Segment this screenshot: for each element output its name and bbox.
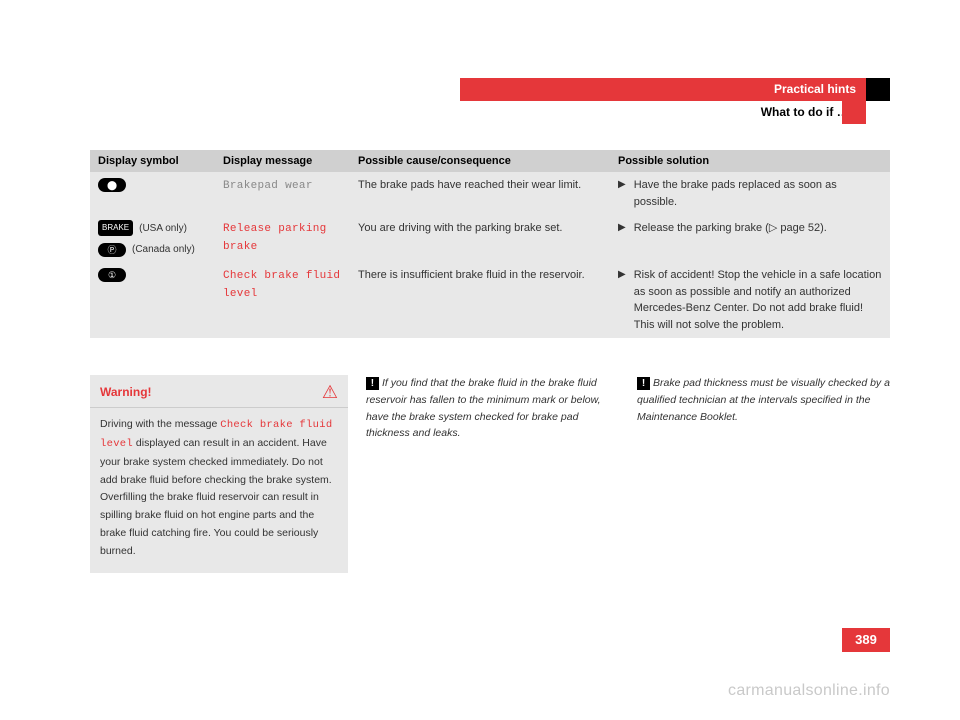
diagnostic-table: Display symbol Display message Possible … (90, 150, 890, 338)
brake-canada-icon: Ⓟ (98, 243, 126, 257)
arrow-icon: ▶ (618, 177, 630, 210)
cause-text: The brake pads have reached their wear l… (350, 172, 610, 215)
cause-text: You are driving with the parking brake s… (350, 215, 610, 262)
warning-box: Warning! ⚠ Driving with the message Chec… (90, 375, 348, 573)
header-title: Practical hints (460, 78, 866, 101)
note-text: If you find that the brake fluid in the … (366, 377, 601, 439)
th-solution: Possible solution (610, 150, 890, 172)
th-cause: Possible cause/consequence (350, 150, 610, 172)
page-number: 389 (842, 628, 890, 652)
table-row: ① Check brake fluid level There is insuf… (90, 262, 890, 338)
brake-usa-icon: BRAKE (98, 220, 133, 236)
brakepad-wear-icon: ⬤ (98, 178, 126, 192)
th-symbol: Display symbol (90, 150, 215, 172)
header-red-square (842, 101, 866, 124)
watermark-text: carmanualsonline.info (728, 682, 890, 700)
brake-fluid-icon: ① (98, 268, 126, 282)
solution-text: Risk of accident! Stop the vehicle in a … (634, 267, 882, 333)
lower-section: Warning! ⚠ Driving with the message Chec… (90, 375, 890, 573)
note-column-1: !If you find that the brake fluid in the… (366, 375, 619, 442)
arrow-icon: ▶ (618, 220, 630, 237)
exclamation-icon: ! (637, 377, 650, 390)
main-table-wrap: Display symbol Display message Possible … (90, 150, 890, 338)
msg-text: Brakepad wear (223, 180, 313, 192)
msg-text: Check brake fluid level (223, 270, 340, 300)
warning-triangle-icon: ⚠ (322, 383, 338, 401)
warn-post: displayed can result in an accident. Hav… (100, 437, 332, 557)
warn-pre: Driving with the message (100, 418, 220, 430)
solution-text: Release the parking brake (▷ page 52). (634, 220, 882, 237)
header-black-square (866, 78, 890, 101)
cause-text: There is insufficient brake fluid in the… (350, 262, 610, 338)
header-bar: Practical hints What to do if …? (460, 78, 890, 124)
warning-title: Warning! (100, 385, 152, 399)
symbol-note: (USA only) (139, 221, 187, 236)
symbol-note: (Canada only) (132, 242, 195, 257)
exclamation-icon: ! (366, 377, 379, 390)
note-column-2: !Brake pad thickness must be visually ch… (637, 375, 890, 425)
solution-text: Have the brake pads replaced as soon as … (634, 177, 882, 210)
th-message: Display message (215, 150, 350, 172)
arrow-icon: ▶ (618, 267, 630, 333)
warning-body: Driving with the message Check brake flu… (90, 408, 348, 573)
note-text: Brake pad thickness must be visually che… (637, 377, 890, 423)
header-subtitle: What to do if …? (460, 101, 890, 119)
msg-text: Release parking brake (223, 223, 327, 253)
table-row: ⬤ Brakepad wear The brake pads have reac… (90, 172, 890, 215)
table-row: BRAKE (USA only) Ⓟ (Canada only) Release p… (90, 215, 890, 262)
